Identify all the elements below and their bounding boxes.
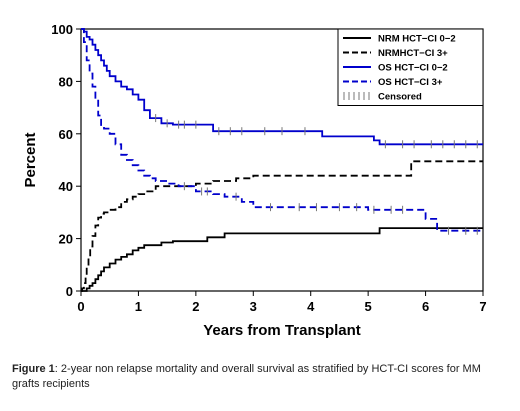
x-tick-label: 7 xyxy=(479,299,486,314)
figure-label: Figure 1 xyxy=(12,363,55,375)
y-axis-title: Percent xyxy=(22,132,39,187)
x-tick-label: 0 xyxy=(77,299,84,314)
y-tick-label: 100 xyxy=(51,22,73,37)
legend-label-2: OS HCT−CI 0−2 xyxy=(378,63,448,74)
figure-caption-text: : 2-year non relapse mortality and overa… xyxy=(12,363,481,390)
legend-label-0: NRM HCT−CI 0−2 xyxy=(378,34,456,45)
survival-chart: 0 1 2 3 4 5 6 7 0 20 40 60 80 100 Years from Transpla… xyxy=(22,22,487,339)
legend-label-1: NRMHCT−CI 3+ xyxy=(378,48,448,59)
x-tick-label: 3 xyxy=(250,299,257,314)
plot-frame xyxy=(80,28,484,292)
series-line-3 xyxy=(81,28,483,232)
y-tick-label: 40 xyxy=(59,179,73,194)
y-tick-label: 20 xyxy=(59,232,73,247)
x-tick-label: 5 xyxy=(365,299,372,314)
legend: NRM HCT−CI 0−2 NRMHCT−CI 3+ OS HCT−CI 0−2 O… xyxy=(337,28,484,106)
legend-label-4: Censored xyxy=(378,92,422,103)
x-axis-title: Years from Transplant xyxy=(203,322,361,339)
figure-caption: Figure 1: 2-year non relapse mortality a… xyxy=(12,362,508,392)
x-tick-label: 4 xyxy=(307,299,315,314)
x-tick-label: 1 xyxy=(135,299,142,314)
legend-label-3: OS HCT−CI 3+ xyxy=(378,77,443,88)
x-tick-label: 2 xyxy=(192,299,199,314)
y-tick-label: 0 xyxy=(66,284,73,299)
y-tick-label: 80 xyxy=(59,74,73,89)
series-line-0 xyxy=(81,227,483,292)
series-line-2 xyxy=(81,28,483,146)
plot-area: 0 1 2 3 4 5 6 7 0 20 40 60 80 100 xyxy=(51,22,486,314)
series-line-1 xyxy=(81,160,483,292)
y-tick-label: 60 xyxy=(59,127,73,142)
x-tick-label: 6 xyxy=(422,299,429,314)
